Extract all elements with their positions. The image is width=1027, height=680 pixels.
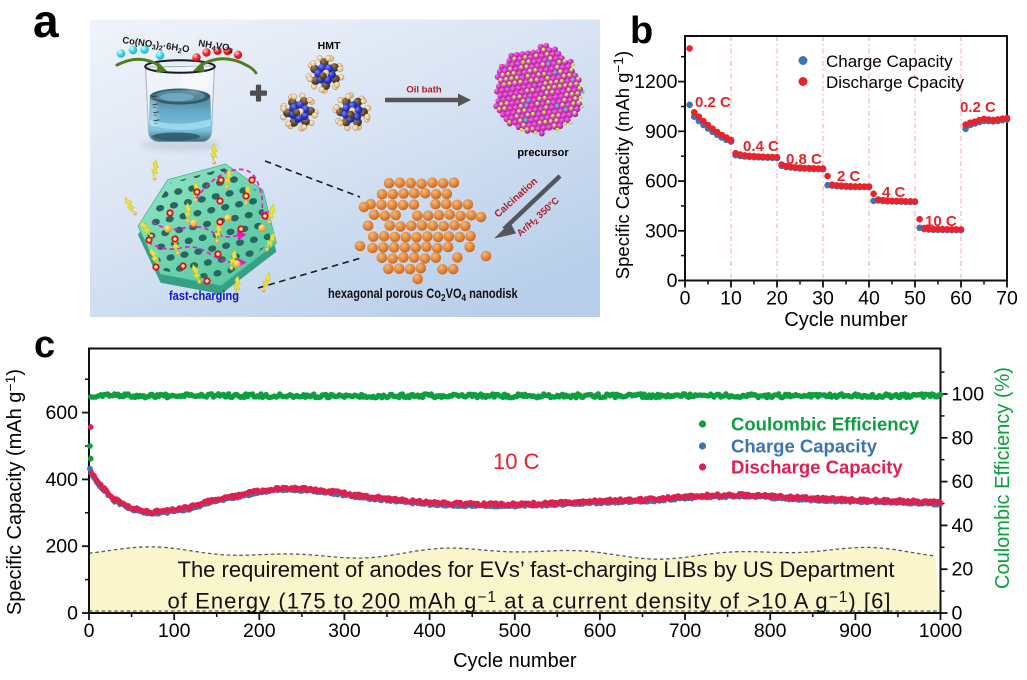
svg-text:200: 200 [45,536,78,558]
svg-text:900: 900 [645,121,678,143]
svg-text:Specific Capacity (mAh g−1): Specific Capacity (mAh g−1) [2,369,26,615]
svg-text:1200: 1200 [634,71,678,93]
svg-text:b: b [630,10,653,52]
svg-text:0: 0 [67,603,78,625]
svg-text:a: a [33,0,59,47]
svg-text:200: 200 [243,620,276,642]
svg-text:2 C: 2 C [837,168,861,185]
svg-text:100: 100 [158,620,191,642]
svg-text:Coulombic Efficiency (%): Coulombic Efficiency (%) [992,367,1014,589]
svg-text:hexagonal porous Co2VO4 nanodi: hexagonal porous Co2VO4 nanodisk [328,286,518,303]
svg-text:fast-charging: fast-charging [169,289,239,303]
svg-text:30: 30 [812,288,834,310]
svg-text:300: 300 [328,620,361,642]
svg-text:Charge Capacity: Charge Capacity [731,436,878,457]
svg-text:Specific Capacity (mAh g−1): Specific Capacity (mAh g−1) [611,51,634,279]
svg-text:Discharge Capacity: Discharge Capacity [731,457,903,478]
svg-text:Cycle number: Cycle number [784,309,908,331]
svg-text:10 C: 10 C [493,449,540,474]
svg-text:0.4 C: 0.4 C [743,138,779,155]
svg-text:60: 60 [950,288,972,310]
svg-text:precursor: precursor [517,147,569,159]
svg-text:0.2 C: 0.2 C [695,94,731,111]
svg-text:800: 800 [754,620,787,642]
svg-text:50: 50 [904,288,926,310]
svg-text:0: 0 [680,288,691,310]
svg-text:60: 60 [952,471,974,493]
svg-text:0: 0 [667,270,678,292]
svg-text:Coulombic Efficiency: Coulombic Efficiency [731,414,920,435]
svg-text:c: c [34,324,55,366]
svg-text:100: 100 [952,384,985,406]
svg-text:20: 20 [766,288,788,310]
svg-text:4 C: 4 C [882,184,906,201]
svg-text:600: 600 [45,402,78,424]
svg-text:Discharge Cpacity: Discharge Cpacity [826,73,964,92]
svg-text:20: 20 [952,559,974,581]
svg-text:Charge Capacity: Charge Capacity [826,52,953,71]
svg-text:0.2 C: 0.2 C [960,99,996,116]
svg-text:0.8 C: 0.8 C [786,151,822,168]
svg-text:400: 400 [413,620,446,642]
svg-text:1000: 1000 [919,620,963,642]
svg-text:HMT: HMT [318,40,341,52]
svg-text:700: 700 [669,620,702,642]
svg-text:70: 70 [996,288,1018,310]
svg-text:0: 0 [952,603,963,625]
svg-text:The requirement of anodes for: The requirement of anodes for EVs’ fast-… [178,557,895,582]
svg-text:10 C: 10 C [925,213,957,230]
svg-text:600: 600 [584,620,617,642]
svg-text:600: 600 [645,171,678,193]
svg-text:400: 400 [45,469,78,491]
svg-text:of Energy (175 to 200 mAh g−1: of Energy (175 to 200 mAh g−1 at a curre… [168,589,891,614]
svg-text:80: 80 [952,427,974,449]
svg-text:Oil bath: Oil bath [406,85,442,96]
svg-text:500: 500 [499,620,532,642]
svg-text:0: 0 [84,620,95,642]
svg-text:40: 40 [952,515,974,537]
svg-text:900: 900 [839,620,872,642]
svg-text:300: 300 [645,220,678,242]
svg-text:Cycle number: Cycle number [453,650,577,672]
svg-text:40: 40 [858,288,880,310]
svg-text:10: 10 [720,288,742,310]
